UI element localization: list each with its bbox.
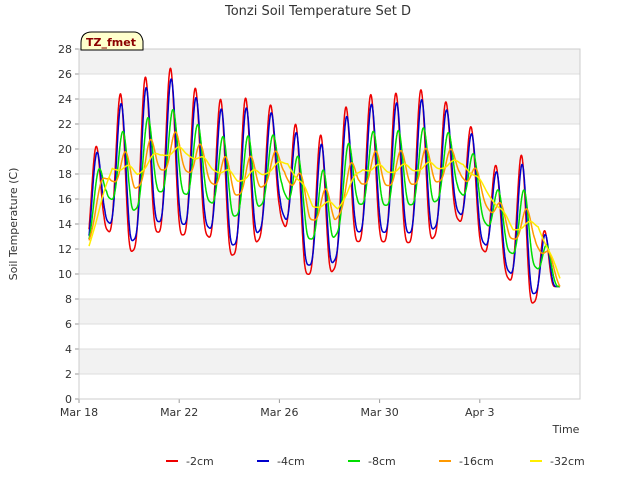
x-tick-label: Mar 22 — [160, 406, 198, 419]
y-tick-label: 0 — [65, 393, 72, 406]
series-line-minus-4cm — [88, 78, 561, 295]
y-tick-label: 26 — [58, 68, 72, 81]
legend-label: -4cm — [277, 455, 305, 468]
y-tick-label: 18 — [58, 168, 72, 181]
legend-label: -32cm — [550, 455, 585, 468]
y-tick-label: 6 — [65, 318, 72, 331]
plot-band — [79, 349, 580, 374]
series-lines — [88, 67, 561, 304]
y-tick-label: 22 — [58, 118, 72, 131]
y-tick-label: 14 — [58, 218, 72, 231]
x-axis-label: Time — [552, 423, 580, 436]
legend-label: -16cm — [459, 455, 494, 468]
plot-band — [79, 374, 580, 399]
badge-label: TZ_fmet — [86, 36, 136, 49]
plot-band — [79, 49, 580, 74]
chart-title: Tonzi Soil Temperature Set D — [224, 4, 411, 19]
y-tick-label: 2 — [65, 368, 72, 381]
x-tick-label: Apr 3 — [465, 406, 495, 419]
plot-band — [79, 74, 580, 99]
x-tick-label: Mar 18 — [60, 406, 98, 419]
legend-label: -8cm — [368, 455, 396, 468]
plot-band — [79, 124, 580, 149]
y-tick-label: 10 — [58, 268, 72, 281]
plot-border — [78, 48, 581, 400]
plot-band — [79, 274, 580, 299]
x-tick-label: Mar 26 — [260, 406, 298, 419]
series-line-minus-32cm — [88, 146, 561, 279]
plot-band — [79, 324, 580, 349]
y-tick-label: 24 — [58, 93, 72, 106]
x-tick-label: Mar 30 — [360, 406, 398, 419]
series-line-minus-16cm — [88, 131, 561, 287]
station-badge: TZ_fmet — [80, 31, 144, 51]
y-tick-label: 16 — [58, 193, 72, 206]
legend: -2cm -4cm -8cm -16cm -32cm — [166, 455, 585, 468]
plot-band — [79, 99, 580, 124]
y-axis-label: Soil Temperature (C) — [7, 168, 20, 281]
y-tick-label: 4 — [65, 343, 72, 356]
legend-label: -2cm — [186, 455, 214, 468]
y-tick-label: 28 — [58, 43, 72, 56]
y-tick-label: 8 — [65, 293, 72, 306]
x-axis-ticks: Mar 18 Mar 22 Mar 26 Mar 30 Apr 3 — [60, 399, 495, 419]
y-tick-label: 12 — [58, 243, 72, 256]
y-tick-label: 20 — [58, 143, 72, 156]
plot-band — [79, 299, 580, 324]
